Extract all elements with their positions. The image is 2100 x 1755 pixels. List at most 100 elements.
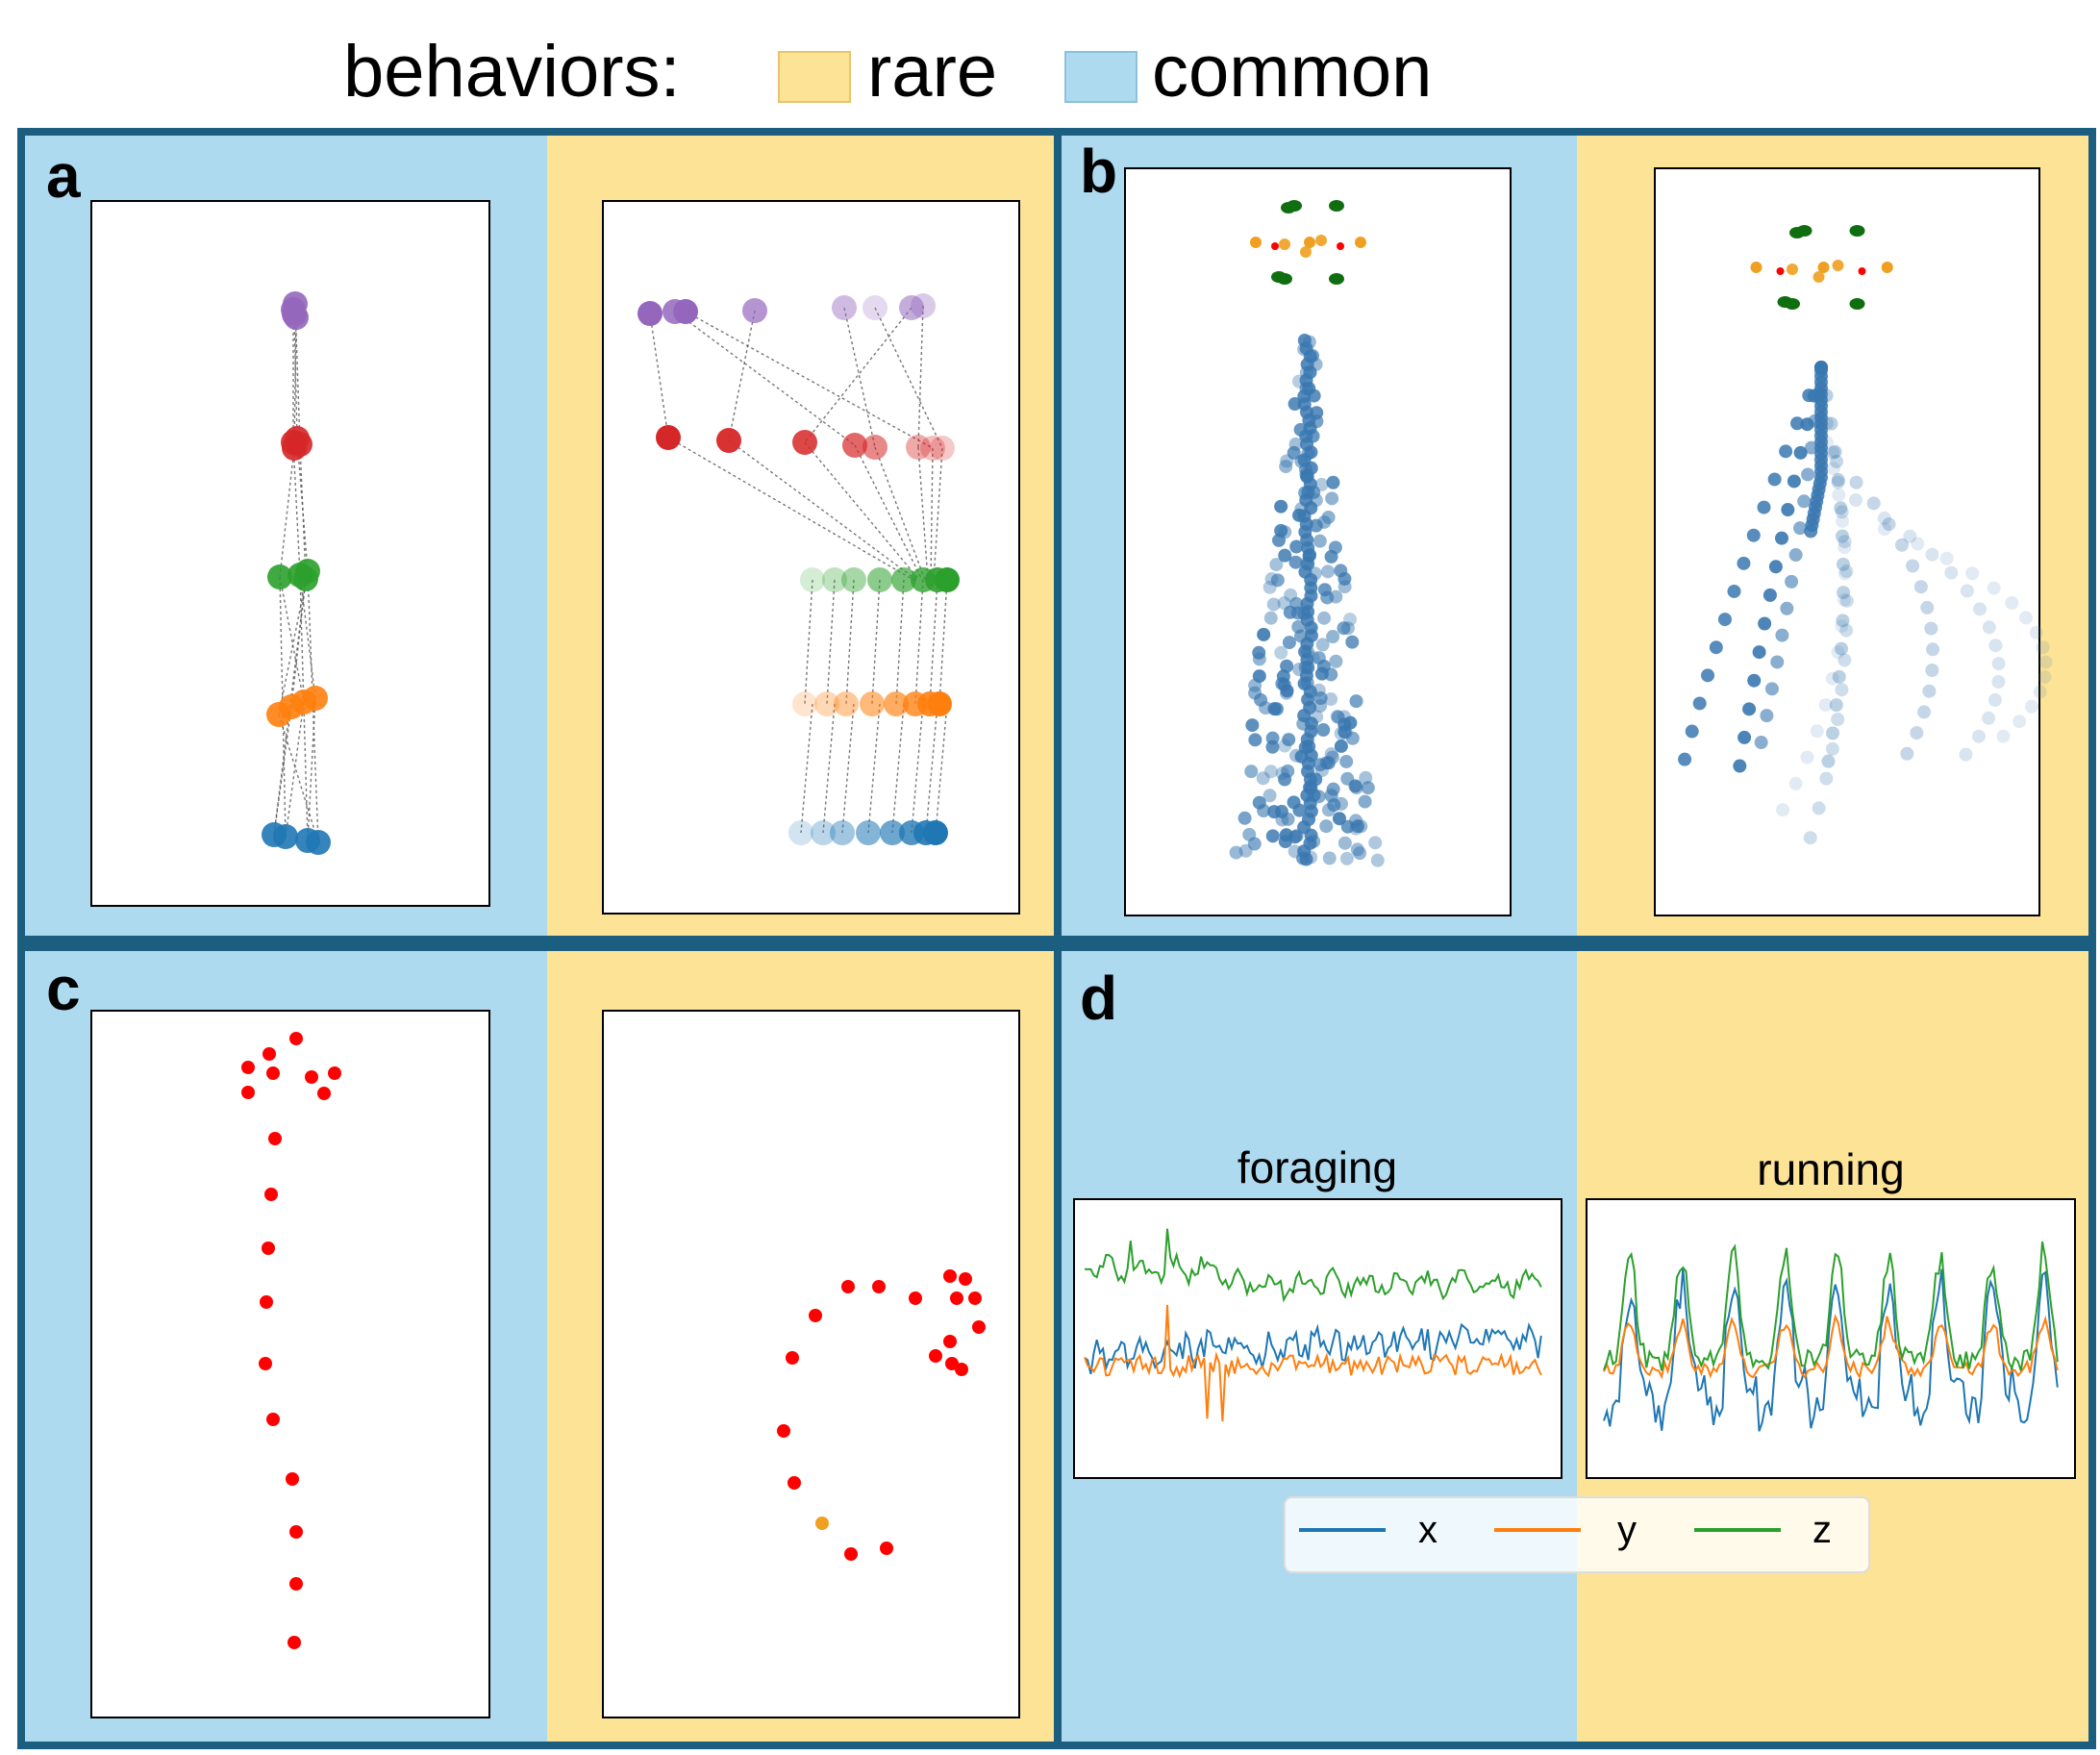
pose-dot-purple xyxy=(911,293,936,318)
head-dot-orange xyxy=(1300,246,1312,258)
body-dot xyxy=(2005,596,2019,610)
body-dot xyxy=(1701,668,1715,683)
pose-edge xyxy=(728,439,917,581)
body-dot xyxy=(1321,803,1336,817)
pose-dot-blue xyxy=(788,820,813,845)
pose-dot-blue xyxy=(811,820,836,845)
body-dot xyxy=(1939,551,1954,565)
head-dot-red xyxy=(1776,267,1785,275)
series-x-label: x xyxy=(1418,1509,1438,1551)
body-dot xyxy=(1324,549,1338,564)
body-dot xyxy=(1959,747,1973,762)
body-dot xyxy=(1244,765,1259,779)
keypoint-dot xyxy=(266,1066,280,1080)
head-dot-green xyxy=(1796,225,1812,237)
body-dot xyxy=(1836,614,1850,628)
body-dot xyxy=(1818,698,1833,712)
body-dot xyxy=(2019,611,2033,625)
head-dot-green xyxy=(1785,298,1800,310)
head-dot-orange xyxy=(1787,263,1798,275)
keypoint-dot xyxy=(288,1636,301,1649)
head-dot-green xyxy=(1849,225,1865,237)
body-dot xyxy=(1247,837,1262,851)
body-dot xyxy=(1797,494,1812,509)
body-dot xyxy=(1925,664,1939,677)
body-dot xyxy=(1808,414,1822,428)
body-dot xyxy=(1894,538,1909,552)
body-dot xyxy=(1238,811,1252,825)
body-dot xyxy=(1746,528,1761,542)
body-dot xyxy=(1792,521,1807,536)
body-dot xyxy=(1826,445,1840,460)
body-dot xyxy=(1836,529,1850,543)
running-title: running xyxy=(1757,1144,1904,1194)
rare-legend-label: rare xyxy=(867,31,997,113)
panel-d-frame xyxy=(1054,943,2096,1749)
body-dot xyxy=(1299,852,1313,866)
trace-z xyxy=(1603,1241,2059,1371)
body-dot xyxy=(1758,616,1772,631)
body-dot xyxy=(1988,692,2002,707)
legend-title: behaviors: xyxy=(343,31,681,113)
body-dot xyxy=(1313,698,1328,713)
body-dot xyxy=(1900,746,1914,761)
keypoint-dot xyxy=(305,1070,318,1084)
body-dot xyxy=(1338,571,1352,586)
pose-edge xyxy=(925,703,938,834)
keypoint-dot xyxy=(268,1132,282,1145)
body-dot xyxy=(1312,534,1327,548)
keypoint-dot-orange xyxy=(815,1517,829,1530)
pose-edge xyxy=(841,703,855,834)
body-dot xyxy=(1780,601,1794,615)
body-dot xyxy=(1926,642,1940,657)
body-dot xyxy=(1790,416,1805,431)
keypoint-dot xyxy=(872,1280,886,1293)
keypoint-dot xyxy=(266,1413,280,1426)
body-dot xyxy=(1831,713,1845,726)
pose-edge xyxy=(296,438,309,572)
body-dot xyxy=(1248,733,1262,747)
body-dot xyxy=(1838,653,1852,667)
body-dot xyxy=(1279,460,1293,474)
keypoint-dot xyxy=(943,1335,957,1348)
body-dot xyxy=(1334,726,1348,740)
pose-edge xyxy=(867,703,881,834)
body-dot xyxy=(1292,803,1307,817)
body-dot xyxy=(1812,801,1826,815)
head-dot-orange xyxy=(1881,262,1893,273)
body-dot xyxy=(1839,564,1854,578)
body-dot xyxy=(1678,752,1692,766)
pose-edge xyxy=(278,570,309,715)
panel-c-label: c xyxy=(46,954,81,1023)
head-dot-orange xyxy=(1817,262,1830,273)
pose-edge xyxy=(822,703,836,834)
pose-dot-purple xyxy=(673,299,698,324)
body-dot xyxy=(1788,776,1803,790)
panel-c-left-plot xyxy=(90,1010,490,1718)
body-dot xyxy=(1274,645,1288,660)
common-swatch xyxy=(1064,51,1138,103)
body-dot xyxy=(1903,529,1917,543)
body-dot xyxy=(1339,851,1354,865)
body-dot xyxy=(1326,475,1340,489)
series-y-label: y xyxy=(1617,1509,1637,1551)
body-dot xyxy=(1322,851,1337,865)
body-dot xyxy=(1814,361,1828,374)
pose-edge xyxy=(891,703,905,834)
body-dot xyxy=(1754,736,1768,750)
keypoint-dot xyxy=(286,1472,299,1486)
keypoint-dot xyxy=(959,1272,972,1286)
pose-edge xyxy=(273,706,292,836)
body-dot xyxy=(1320,590,1335,605)
body-dot xyxy=(2036,640,2050,655)
pose-edge xyxy=(933,447,943,581)
body-dot xyxy=(1819,771,1834,786)
body-dot xyxy=(1838,566,1852,581)
keypoint-dot xyxy=(788,1476,801,1490)
body-dot xyxy=(1742,702,1757,716)
panel-b-frame xyxy=(1054,128,2096,943)
body-dot xyxy=(1971,729,1986,743)
pose-edge xyxy=(279,576,305,703)
body-dot xyxy=(1266,597,1281,612)
body-dot xyxy=(1996,729,2011,743)
